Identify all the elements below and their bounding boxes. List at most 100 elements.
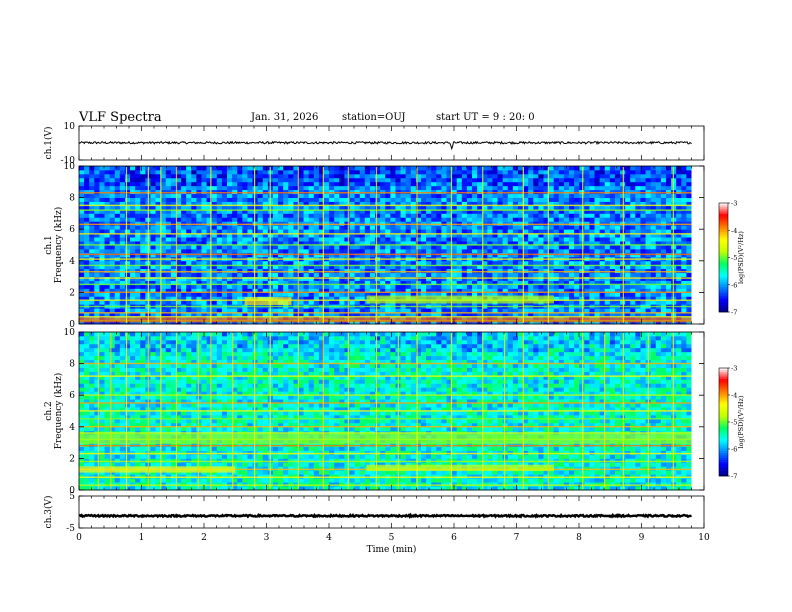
- spectrogram-cell: [150, 296, 156, 301]
- spectrogram-cell: [426, 209, 432, 214]
- spectrogram-cell: [221, 233, 228, 238]
- spectrogram-cell: [625, 217, 631, 222]
- spectrogram-cell: [594, 284, 601, 289]
- spectrogram-cell: [502, 193, 509, 198]
- spectrogram-cell: [119, 197, 126, 202]
- spectrogram-cell: [574, 213, 580, 218]
- spectrogram-cell: [232, 241, 238, 246]
- spectrogram-cell: [84, 248, 90, 254]
- spectrogram-cell: [135, 300, 141, 305]
- spectrogram-cell: [334, 241, 340, 246]
- spectrogram-cell: [589, 173, 595, 179]
- spectrogram-cell: [99, 217, 105, 222]
- spectrogram-cell: [359, 189, 366, 195]
- spectrogram-cell: [609, 245, 616, 250]
- spectrogram-cell: [681, 209, 687, 214]
- spectrogram-cell: [104, 260, 111, 266]
- spectrogram-cell: [278, 209, 284, 214]
- spectrogram-cell: [150, 284, 156, 289]
- spectrogram-cell: [400, 185, 407, 191]
- spectrogram-cell: [155, 205, 162, 210]
- spectrogram-cell: [380, 205, 386, 210]
- spectrogram-cell: [630, 185, 636, 191]
- spectrogram-cell: [604, 197, 611, 202]
- spectrogram-cell: [589, 185, 595, 191]
- spectrogram-cell: [124, 205, 131, 210]
- spectrogram-cell: [369, 201, 376, 206]
- spectrogram-cell: [344, 272, 350, 277]
- spectrogram-cell: [303, 288, 310, 293]
- spectrogram-cell: [380, 233, 386, 238]
- frequency-band: [79, 291, 692, 293]
- spectrogram-cell: [604, 264, 611, 270]
- spectrogram-cell: [645, 241, 652, 246]
- spectrogram-cell: [604, 241, 611, 246]
- spectrogram-cell: [405, 173, 412, 179]
- spectrogram-cell: [216, 233, 223, 238]
- spectrogram-cell: [344, 169, 350, 175]
- spectrogram-cell: [645, 312, 652, 317]
- spectrogram-cell: [497, 169, 504, 175]
- spectrogram-cell: [308, 189, 315, 195]
- spectrogram-cell: [216, 221, 223, 226]
- spectrogram-cell: [124, 217, 131, 222]
- spectrogram-cell: [344, 245, 350, 250]
- frequency-band: [79, 253, 692, 256]
- spectrogram-cell: [196, 248, 202, 254]
- spectrogram-cell: [415, 217, 422, 222]
- spectrogram-cell: [517, 166, 524, 171]
- spectrogram-cell: [517, 264, 524, 270]
- spectrogram-cell: [283, 173, 289, 179]
- spectrogram-cell: [232, 237, 238, 242]
- spectrogram-cell: [451, 264, 458, 270]
- spectrogram-cell: [563, 284, 570, 289]
- spectrogram-cell: [175, 229, 182, 234]
- spectrogram-cell: [625, 268, 631, 274]
- spectrogram-cell: [492, 229, 498, 234]
- spectrogram-cell: [114, 264, 121, 270]
- spectrogram-cell: [400, 169, 407, 175]
- colorbar-segment: [719, 299, 728, 302]
- sferic-line: [375, 167, 378, 323]
- spectrogram-cell: [431, 181, 437, 187]
- spectrogram-cell: [186, 288, 192, 293]
- spectrogram-cell: [237, 169, 243, 175]
- spectrogram-cell: [181, 201, 187, 206]
- spectrogram-cell: [431, 264, 437, 270]
- spectrogram-cell: [599, 189, 606, 195]
- spectrogram-cell: [278, 197, 284, 202]
- spectrogram-cell: [334, 264, 340, 270]
- spectrogram-cell: [497, 213, 504, 218]
- spectrogram-cell: [221, 213, 228, 218]
- spectrogram-cell: [492, 169, 498, 175]
- spectrogram-cell: [640, 248, 646, 254]
- colorbar-segment: [719, 208, 728, 211]
- spectrogram-cell: [99, 197, 105, 202]
- spectrogram-cell: [288, 169, 294, 175]
- spectrogram-cell: [344, 233, 350, 238]
- spectrogram-cell: [114, 193, 121, 198]
- spectrogram-cell: [99, 185, 105, 191]
- spectrogram-cell: [681, 284, 687, 289]
- spectrogram-cell: [130, 233, 136, 238]
- spectrogram-cell: [507, 268, 514, 274]
- spectrogram-cell: [380, 221, 386, 226]
- spectrogram-cell: [369, 245, 376, 250]
- spectrogram-cell: [426, 205, 432, 210]
- spectrogram-cell: [206, 264, 213, 270]
- spectrogram-cell: [196, 284, 202, 289]
- spectrogram-cell: [645, 292, 652, 297]
- spectrogram-cell: [298, 272, 304, 277]
- spectrogram-cell: [553, 166, 560, 171]
- spectrogram-cell: [405, 189, 412, 195]
- spectrogram-cell: [517, 189, 524, 195]
- spectrogram-cell: [191, 197, 197, 202]
- spectrogram-cell: [191, 248, 197, 254]
- spectrogram-cell: [492, 312, 498, 317]
- spectrogram-cell: [89, 169, 95, 175]
- spectrogram-cell: [584, 237, 590, 242]
- spectrogram-cell: [165, 201, 172, 206]
- spectrogram-cell: [380, 201, 386, 206]
- spectrogram-cell: [660, 225, 667, 230]
- spectrogram-cell: [431, 280, 437, 285]
